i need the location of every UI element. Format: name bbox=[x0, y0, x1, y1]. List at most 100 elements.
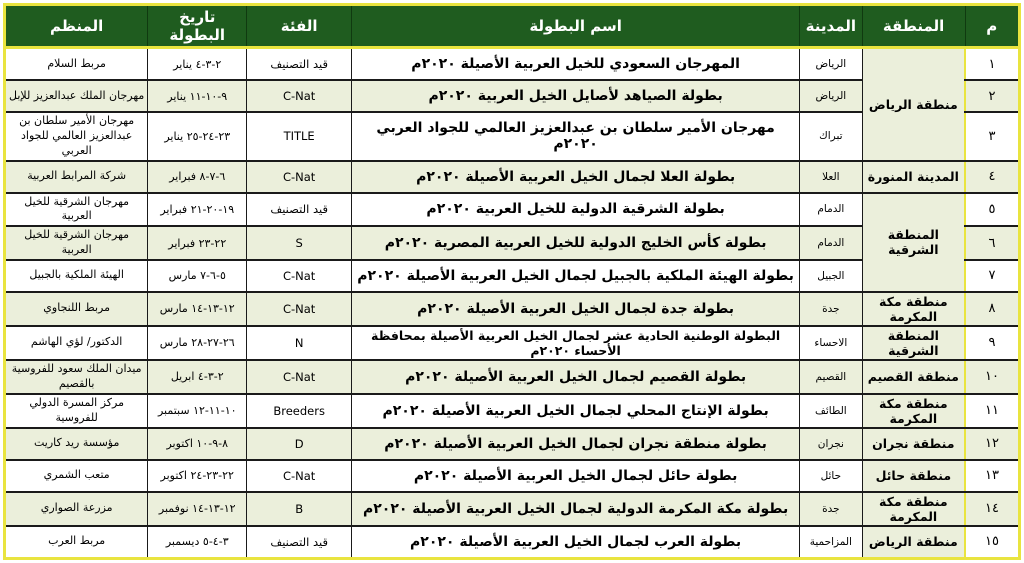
category-cell: S bbox=[246, 225, 353, 261]
tournament-name-cell: بطولة مكة المكرمة الدولية لجمال الخيل ال… bbox=[351, 490, 801, 527]
category-cell: C-Nat bbox=[246, 458, 353, 493]
organizer-cell: شركة المرابط العربية bbox=[3, 159, 149, 194]
date-text: ٢-٣-٤ يناير bbox=[173, 57, 222, 71]
table-row: ١٤ منطقة مكة المكرمة جدة بطولة مكة المكر… bbox=[3, 490, 1021, 527]
category-cell: B bbox=[246, 490, 353, 527]
table-row: ٧ الجبيل بطولة الهيئة الملكية بالجبيل لج… bbox=[3, 258, 1021, 293]
city-cell: الرياض bbox=[799, 46, 863, 81]
date-text: ٢-٣-٤ ابريل bbox=[170, 370, 224, 384]
category-cell: قيد التصنيف bbox=[246, 191, 353, 228]
tournament-name-cell: بطولة العرب لجمال الخيل العربية الأصيلة … bbox=[351, 524, 801, 560]
header-city: المدينة bbox=[799, 4, 863, 49]
category-cell: D bbox=[246, 426, 353, 461]
date-cell: ٢٢-٢٣ فبراير bbox=[147, 225, 248, 261]
date-text: ٢٣-٢٤-٢٥ يناير bbox=[164, 129, 231, 143]
city-cell: جدة bbox=[799, 290, 863, 327]
date-cell: ٢٣-٢٤-٢٥ يناير bbox=[147, 111, 248, 162]
date-cell: ٣-٤-٥ ديسمبر bbox=[147, 524, 248, 560]
city-cell: الدمام bbox=[799, 225, 863, 261]
organizer-cell: متعب الشمري bbox=[3, 458, 149, 493]
table-row: ١٠ منطقة القصيم القصيم بطولة القصيم لجما… bbox=[3, 358, 1021, 395]
row-number: ١ bbox=[964, 46, 1021, 81]
city-cell: العلا bbox=[799, 159, 863, 194]
date-cell: ٨-٩-١٠ اكتوبر bbox=[147, 426, 248, 461]
category-cell: TITLE bbox=[246, 111, 353, 162]
region-cell: منطقة حائل bbox=[861, 458, 966, 493]
organizer-cell: مهرجان الشرقية للخيل العربية bbox=[3, 225, 149, 261]
tournament-name-cell: بطولة جدة لجمال الخيل العربية الأصيلة ٢٠… bbox=[351, 290, 801, 327]
category-cell: قيد التصنيف bbox=[246, 46, 353, 81]
date-text: ٢٦-٢٧-٢٨ مارس bbox=[159, 336, 235, 350]
tournament-name-cell: البطولة الوطنية الحادية عشر لجمال الخيل … bbox=[351, 324, 801, 361]
date-cell: ١٢-١٣-١٤ مارس bbox=[147, 290, 248, 327]
header-tournament-name: اسم البطولة bbox=[351, 4, 801, 49]
tournament-name-cell: بطولة حائل لجمال الخيل العربية الأصيلة ٢… bbox=[351, 458, 801, 493]
table-row: ٥ المنطقة الشرقية الدمام بطولة الشرقية ا… bbox=[3, 191, 1021, 293]
row-number: ١٣ bbox=[964, 458, 1021, 493]
organizer-cell: مربط اللنجاوي bbox=[3, 290, 149, 327]
date-text: ١٢-١٣-١٤ نوفمبر bbox=[158, 502, 236, 516]
date-text: ٣-٤-٥ ديسمبر bbox=[165, 535, 229, 549]
date-cell: ٩-١٠-١١ يناير bbox=[147, 79, 248, 113]
category-cell: C-Nat bbox=[246, 79, 353, 113]
category-cell: C-Nat bbox=[246, 358, 353, 395]
tournament-name-cell: بطولة الصياهد لأصايل الخيل العربية ٢٠٢٠م bbox=[351, 79, 801, 113]
date-text: ١٢-١٣-١٤ مارس bbox=[159, 302, 235, 316]
organizer-cell: مزرعة الصواري bbox=[3, 490, 149, 527]
row-number: ٥ bbox=[964, 191, 1021, 228]
city-cell: نجران bbox=[799, 426, 863, 461]
city-cell: حائل bbox=[799, 458, 863, 493]
row-number: ٣ bbox=[964, 111, 1021, 162]
table-row: ١٥ منطقة الرياض المزاحمية بطولة العرب لج… bbox=[3, 524, 1021, 560]
tournament-name-cell: المهرجان السعودي للخيل العربية الأصيلة ٢… bbox=[351, 46, 801, 81]
header-row: م المنطقة المدينة اسم البطولة الفئة تاري… bbox=[3, 4, 1021, 49]
row-number: ١١ bbox=[964, 392, 1021, 429]
tournament-name-cell: بطولة العلا لجمال الخيل العربية الأصيلة … bbox=[351, 159, 801, 194]
region-cell: منطقة نجران bbox=[861, 426, 966, 461]
tournament-name-cell: بطولة الهيئة الملكية بالجبيل لجمال الخيل… bbox=[351, 258, 801, 293]
row-number: ٤ bbox=[964, 159, 1021, 194]
organizer-cell: مربط العرب bbox=[3, 524, 149, 560]
region-cell: منطقة القصيم bbox=[861, 358, 966, 395]
tournament-name-cell: بطولة كأس الخليج الدولية للخيل العربية ا… bbox=[351, 225, 801, 261]
date-text: ٥-٦-٧ مارس bbox=[168, 269, 226, 283]
header-category: الفئة bbox=[246, 4, 353, 49]
city-cell: جدة bbox=[799, 490, 863, 527]
row-number: ١٤ bbox=[964, 490, 1021, 527]
tournament-name-cell: مهرجان الأمير سلطان بن عبدالعزيز العالمي… bbox=[351, 111, 801, 162]
city-cell: المزاحمية bbox=[799, 524, 863, 560]
city-cell: الرياض bbox=[799, 79, 863, 113]
tournament-name-cell: بطولة منطقة نجران لجمال الخيل العربية ال… bbox=[351, 426, 801, 461]
date-text: ٦-٧-٨ فبراير bbox=[169, 170, 226, 184]
region-cell: منطقة مكة المكرمة bbox=[861, 290, 966, 327]
date-text: ١٩-٢٠-٢١ فبراير bbox=[160, 202, 235, 216]
tournament-name-cell: بطولة القصيم لجمال الخيل العربية الأصيلة… bbox=[351, 358, 801, 395]
organizer-cell: مهرجان الملك عبدالعزيز للإبل bbox=[3, 79, 149, 113]
table-row: ٣ تبراك مهرجان الأمير سلطان بن عبدالعزيز… bbox=[3, 111, 1021, 162]
row-number: ٩ bbox=[964, 324, 1021, 361]
city-cell: القصيم bbox=[799, 358, 863, 395]
row-number: ١٠ bbox=[964, 358, 1021, 395]
organizer-cell: الهيئة الملكية بالجبيل bbox=[3, 258, 149, 293]
city-cell: الاحساء bbox=[799, 324, 863, 361]
organizer-cell: مؤسسة ريد كاريت bbox=[3, 426, 149, 461]
table-row: ١٢ منطقة نجران نجران بطولة منطقة نجران ل… bbox=[3, 426, 1021, 461]
region-cell: منطقة الرياض bbox=[861, 46, 966, 162]
date-cell: ٦-٧-٨ فبراير bbox=[147, 159, 248, 194]
row-number: ١٢ bbox=[964, 426, 1021, 461]
city-cell: الجبيل bbox=[799, 258, 863, 293]
organizer-cell: مهرجان الشرقية للخيل العربية bbox=[3, 191, 149, 228]
header-num: م bbox=[964, 4, 1021, 49]
header-date: تاريخ البطولة bbox=[147, 4, 248, 49]
region-cell: منطقة مكة المكرمة bbox=[861, 392, 966, 429]
organizer-cell: ميدان الملك سعود للفروسية بالقصيم bbox=[3, 358, 149, 395]
table-row: ٩ المنطقة الشرقية الاحساء البطولة الوطني… bbox=[3, 324, 1021, 361]
table-row: ١٣ منطقة حائل حائل بطولة حائل لجمال الخي… bbox=[3, 458, 1021, 493]
region-cell: منطقة الرياض bbox=[861, 524, 966, 560]
championship-schedule-table: م المنطقة المدينة اسم البطولة الفئة تاري… bbox=[3, 3, 1021, 560]
date-text: ٢٢-٢٣-٢٤ اكتوبر bbox=[160, 469, 234, 483]
region-cell: المدينة المنورة bbox=[861, 159, 966, 194]
row-number: ٨ bbox=[964, 290, 1021, 327]
category-cell: Breeders bbox=[246, 392, 353, 429]
row-number: ١٥ bbox=[964, 524, 1021, 560]
